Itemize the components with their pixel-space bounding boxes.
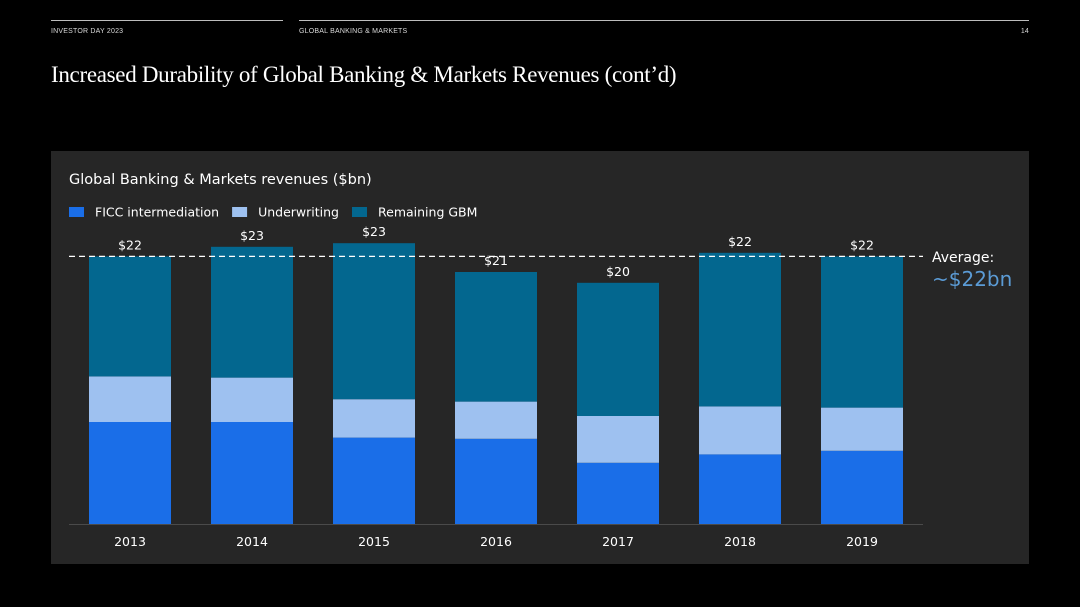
total-label-2013: $22 (118, 237, 142, 252)
total-label-2019: $22 (850, 237, 874, 252)
stacked-bar-chart: Global Banking & Markets revenues ($bn) F… (69, 172, 1012, 549)
legend-swatch-underwriting (232, 207, 248, 217)
bar-2013-underwriting (89, 376, 171, 422)
legend-swatch-remaining-gbm (352, 207, 367, 217)
x-tick-2017: 2017 (602, 534, 634, 549)
average-label: Average: (932, 250, 994, 266)
x-tick-2019: 2019 (846, 534, 878, 549)
slide-title: Increased Durability of Global Banking &… (51, 62, 677, 87)
total-label-2015: $23 (362, 224, 386, 239)
bar-2014-ficc-intermediation (211, 422, 293, 524)
average-value-label: ~$22bn (932, 267, 1012, 291)
x-tick-2013: 2013 (114, 534, 146, 549)
bar-2017-ficc-intermediation (577, 462, 659, 524)
page-number: 14 (1020, 28, 1029, 35)
header-event-label: INVESTOR DAY 2023 (51, 28, 124, 35)
bar-2019-ficc-intermediation (821, 450, 903, 524)
total-label-2014: $23 (240, 228, 264, 243)
bar-2016-remaining-gbm (455, 272, 537, 402)
legend-label-remaining-gbm: Remaining GBM (378, 205, 477, 220)
legend-swatch-ficc-intermediation (69, 207, 84, 217)
chart-title: Global Banking & Markets revenues ($bn) (69, 172, 372, 188)
bar-2016-underwriting (455, 401, 537, 439)
bar-2016-ficc-intermediation (455, 438, 537, 524)
total-label-2018: $22 (728, 234, 752, 249)
bar-2018-remaining-gbm (699, 252, 781, 407)
bar-2015-ficc-intermediation (333, 437, 415, 524)
bar-2013-ficc-intermediation (89, 422, 171, 524)
bar-2018-underwriting (699, 406, 781, 455)
bar-2019-underwriting (821, 407, 903, 451)
bar-2015-remaining-gbm (333, 243, 415, 400)
bar-2017-underwriting (577, 416, 659, 463)
bar-2014-remaining-gbm (211, 246, 293, 378)
bar-2017-remaining-gbm (577, 282, 659, 416)
bar-2018-ficc-intermediation (699, 454, 781, 524)
x-tick-2014: 2014 (236, 534, 268, 549)
bar-2019-remaining-gbm (821, 256, 903, 408)
total-label-2016: $21 (484, 253, 508, 268)
header-rule-left (51, 20, 283, 21)
bar-2013-remaining-gbm (89, 256, 171, 377)
x-tick-2015: 2015 (358, 534, 390, 549)
header-rule-right (299, 20, 1029, 21)
bar-2014-underwriting (211, 377, 293, 422)
x-tick-2016: 2016 (480, 534, 512, 549)
legend-label-ficc-intermediation: FICC intermediation (95, 205, 219, 220)
chart-panel: Global Banking & Markets revenues ($bn) F… (51, 151, 1029, 564)
bar-2015-underwriting (333, 399, 415, 438)
header-section-label: GLOBAL BANKING & MARKETS (299, 28, 408, 35)
x-tick-2018: 2018 (724, 534, 756, 549)
legend-label-underwriting: Underwriting (258, 205, 339, 220)
total-label-2017: $20 (606, 264, 630, 279)
